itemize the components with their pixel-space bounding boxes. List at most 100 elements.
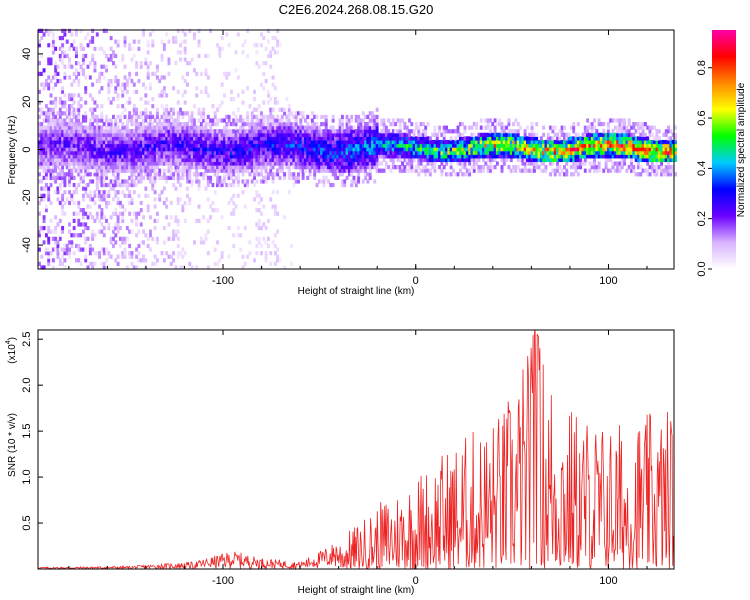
spectrogram-cell bbox=[195, 93, 199, 98]
spectrogram-cell bbox=[472, 168, 476, 173]
spectrogram-cell bbox=[49, 125, 53, 130]
spectrogram-cell bbox=[63, 251, 67, 256]
spectrogram-cell bbox=[70, 125, 74, 130]
spectrogram-cell bbox=[91, 143, 95, 148]
spectrogram-cell bbox=[188, 165, 192, 170]
spectrogram-cell bbox=[49, 118, 53, 123]
spectrogram-cell bbox=[417, 154, 421, 159]
spectrogram-cell bbox=[123, 168, 127, 173]
spectrogram-cell bbox=[271, 165, 275, 170]
spectrogram-cell bbox=[364, 114, 368, 120]
spectrogram-cell bbox=[414, 147, 418, 152]
spectrogram-cell bbox=[100, 247, 104, 252]
spectrogram-cell bbox=[354, 132, 358, 137]
spectrogram-cell bbox=[42, 32, 46, 37]
spectrogram-cell bbox=[63, 129, 67, 134]
spectrogram-cell bbox=[445, 150, 448, 155]
spectrogram-cell bbox=[486, 125, 490, 130]
spectrogram-cell bbox=[118, 154, 122, 159]
spectrogram-cell bbox=[40, 143, 44, 148]
spectrogram-cell bbox=[218, 147, 222, 152]
spectrogram-cell bbox=[107, 225, 111, 231]
spectrogram-cell bbox=[593, 150, 596, 155]
spectrogram-cell bbox=[70, 43, 74, 48]
spectrogram-cell bbox=[641, 136, 645, 141]
spectrogram-cell bbox=[581, 147, 585, 152]
spectrogram-cell bbox=[285, 132, 289, 137]
spectrogram-cell bbox=[68, 165, 71, 170]
spectrogram-cell bbox=[128, 154, 132, 159]
spectrogram-cell bbox=[491, 132, 495, 137]
spectrogram-cell bbox=[146, 50, 150, 55]
spectrogram-cell bbox=[398, 150, 402, 155]
spectrogram-cell bbox=[382, 143, 386, 148]
spectrogram-cell bbox=[451, 147, 455, 152]
spectrogram-cell bbox=[195, 175, 199, 180]
spectrogram-cell bbox=[523, 129, 527, 134]
spectrogram-cell bbox=[350, 161, 354, 166]
spectrogram-cell bbox=[232, 150, 236, 155]
spectrogram-cell bbox=[419, 161, 423, 166]
spectrogram-cell bbox=[218, 179, 222, 184]
spectrogram-cell bbox=[636, 136, 640, 141]
spectrogram-cell bbox=[574, 161, 578, 166]
spectrogram-cell bbox=[266, 93, 270, 98]
spectrogram-cell bbox=[417, 147, 421, 152]
spectrogram-cell bbox=[47, 147, 51, 152]
spectrogram-cell bbox=[271, 118, 275, 123]
spectrogram-cell bbox=[181, 147, 185, 152]
spectrogram-cell bbox=[206, 129, 210, 134]
spectrogram-cell bbox=[216, 150, 219, 155]
spectrogram-cell bbox=[192, 165, 196, 170]
spectrogram-cell bbox=[160, 114, 164, 120]
spectrogram-cell bbox=[377, 132, 381, 137]
spectrogram-cell bbox=[204, 147, 208, 152]
spectrogram-cell bbox=[266, 147, 270, 152]
spectrogram-cell bbox=[190, 111, 194, 116]
spectrogram-cell bbox=[176, 50, 180, 55]
spectrogram-cell bbox=[192, 122, 196, 127]
spectrogram-cell bbox=[576, 143, 580, 148]
spectrogram-cell bbox=[243, 129, 247, 134]
spectrogram-cell bbox=[519, 147, 522, 152]
spectrogram-cell bbox=[93, 107, 97, 112]
spectrogram-cell bbox=[412, 143, 416, 148]
spectrogram-cell bbox=[86, 125, 90, 130]
spectrogram-cell bbox=[188, 157, 192, 163]
spectrogram-cell bbox=[368, 168, 372, 173]
spectrogram-cell bbox=[514, 147, 518, 152]
spectrogram-cell bbox=[56, 129, 60, 134]
spectrogram-cell bbox=[519, 125, 522, 130]
spectrogram-cell bbox=[135, 247, 139, 252]
spectrogram-cell bbox=[75, 186, 78, 191]
spectrogram-cell bbox=[190, 57, 194, 62]
spectrogram-cell bbox=[636, 143, 640, 148]
spectrogram-cell bbox=[188, 147, 192, 152]
spectrogram-cell bbox=[109, 82, 113, 87]
spectrogram-cell bbox=[255, 147, 259, 152]
spectrogram-cell bbox=[273, 129, 277, 134]
spectrogram-cell bbox=[65, 129, 69, 134]
spectrogram-cell bbox=[646, 161, 650, 166]
spectrogram-cell bbox=[500, 132, 504, 137]
spectrogram-cell bbox=[574, 150, 578, 155]
spectrogram-cell bbox=[172, 182, 176, 188]
spectrogram-cell bbox=[287, 161, 291, 166]
spectrogram-cell bbox=[417, 129, 421, 134]
spectrogram-cell bbox=[146, 71, 150, 77]
spectrogram-cell bbox=[514, 139, 518, 145]
spectrogram-cell bbox=[643, 122, 647, 127]
spectrogram-cell bbox=[528, 157, 532, 163]
spectrogram-cell bbox=[105, 118, 108, 123]
spectrogram-cell bbox=[81, 197, 85, 202]
spectrogram-cell bbox=[227, 143, 231, 148]
spectrogram-cell bbox=[394, 143, 398, 148]
spectrogram-cell bbox=[153, 157, 157, 163]
spectrogram-cell bbox=[331, 161, 335, 166]
spectrogram-cell bbox=[581, 143, 585, 148]
spectrogram-cell bbox=[498, 122, 502, 127]
spectrogram-cell bbox=[465, 136, 469, 141]
spectrogram-cell bbox=[223, 132, 226, 137]
snr-panel: -100 0 100 0.51.01.52.02.5 Height of strai… bbox=[5, 329, 675, 596]
spectrogram-cell bbox=[153, 132, 157, 137]
